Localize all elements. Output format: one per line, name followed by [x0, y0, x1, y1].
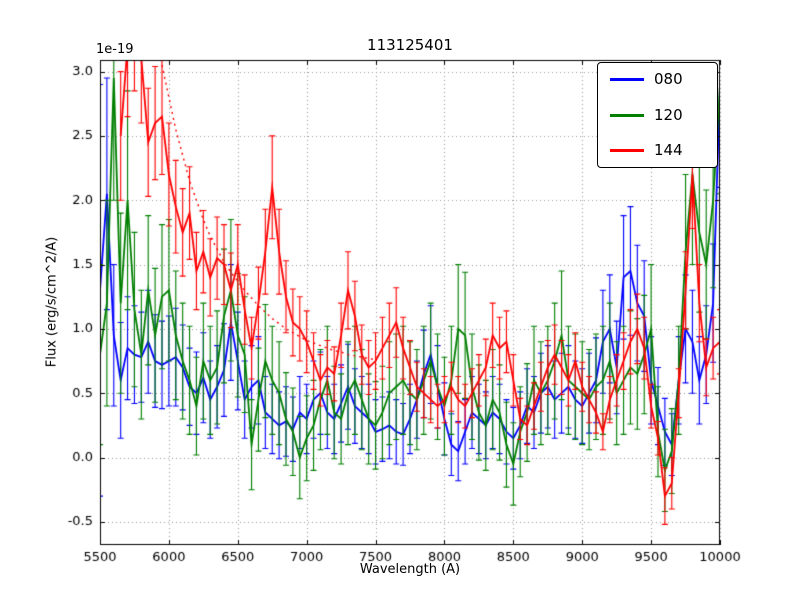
- legend-line-swatch-080: [610, 78, 644, 81]
- y-axis-offset-text: 1e-19: [96, 42, 134, 57]
- y-axis-label: Flux (erg/s/cm^2/A): [44, 236, 60, 368]
- legend-row: 120: [610, 105, 705, 124]
- legend-row: 144: [610, 143, 705, 158]
- x-axis-label: Wavelength (A): [359, 562, 461, 577]
- legend-row: 080: [610, 72, 705, 87]
- legend-line-swatch-120: [610, 113, 644, 117]
- legend-label: 120: [654, 105, 683, 124]
- legend-line-swatch-144: [610, 149, 644, 152]
- chart-title: 113125401: [367, 36, 453, 54]
- legend: 080 120 144: [597, 62, 718, 168]
- legend-label: 144: [654, 141, 683, 159]
- legend-label: 080: [654, 70, 683, 88]
